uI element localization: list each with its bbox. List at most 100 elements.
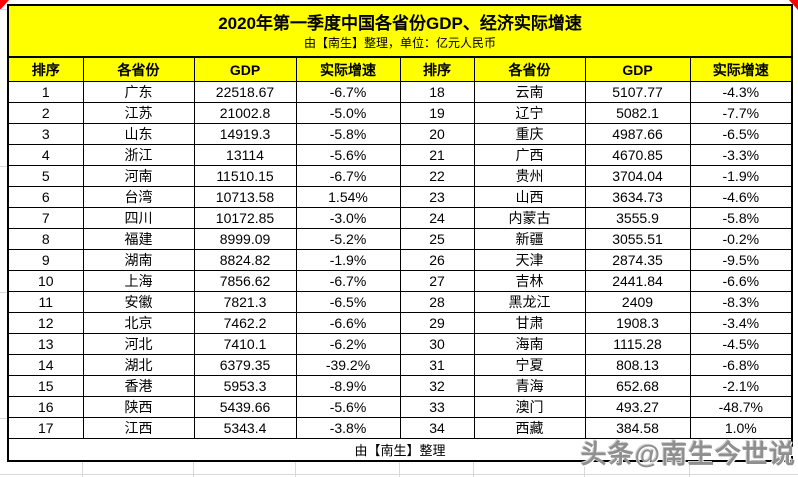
cell-rank: 16 — [7, 396, 84, 418]
cell-growth: -9.5% — [689, 249, 793, 271]
gridline — [473, 462, 474, 477]
cell-rank: 2 — [7, 102, 84, 124]
gridline — [193, 462, 194, 477]
cell-rank: 23 — [399, 186, 475, 208]
cell-gdp: 652.68 — [584, 375, 691, 397]
cell-rank: 3 — [7, 123, 84, 145]
cell-province: 天津 — [473, 249, 586, 271]
cell-gdp: 4987.66 — [584, 123, 691, 145]
cell-gdp: 1908.3 — [584, 312, 691, 334]
cell-growth: -1.9% — [689, 165, 793, 187]
gridline — [82, 462, 83, 477]
table-row: 6 台湾 10713.58 1.54% 23 山西 3634.73 -4.6% — [7, 186, 793, 208]
table-subtitle: 由【南生】整理，单位：亿元人民币 — [304, 36, 497, 50]
cell-growth: -5.6% — [295, 144, 401, 166]
cell-growth: -39.2% — [295, 354, 401, 376]
cell-gdp: 11510.15 — [193, 165, 297, 187]
cell-gdp: 7856.62 — [193, 270, 297, 292]
cell-province: 江苏 — [82, 102, 195, 124]
gridline — [399, 462, 400, 477]
cell-growth: -8.3% — [689, 291, 793, 313]
table-row: 13 河北 7410.1 -6.2% 30 海南 1115.28 -4.5% — [7, 333, 793, 355]
cell-rank: 28 — [399, 291, 475, 313]
cell-rank: 22 — [399, 165, 475, 187]
gridline — [0, 418, 7, 419]
cell-growth: -5.0% — [295, 102, 401, 124]
table-row: 2 江苏 21002.8 -5.0% 19 辽宁 5082.1 -7.7% — [7, 102, 793, 124]
cell-province: 湖北 — [82, 354, 195, 376]
cell-province: 陕西 — [82, 396, 195, 418]
cell-growth: -6.5% — [295, 291, 401, 313]
col-header-province: 各省份 — [473, 56, 586, 82]
cell-rank: 17 — [7, 417, 84, 439]
cell-gdp: 5439.66 — [193, 396, 297, 418]
cell-rank: 9 — [7, 249, 84, 271]
col-header-gdp: GDP — [584, 56, 691, 82]
col-header-growth: 实际增速 — [689, 56, 793, 82]
cell-rank: 20 — [399, 123, 475, 145]
cell-rank: 5 — [7, 165, 84, 187]
gridline — [689, 462, 690, 477]
cell-growth: -4.5% — [689, 333, 793, 355]
cell-province: 上海 — [82, 270, 195, 292]
cell-growth: -5.8% — [689, 207, 793, 229]
cell-growth: 1.54% — [295, 186, 401, 208]
col-header-rank: 排序 — [7, 56, 84, 82]
cell-gdp: 13114 — [193, 144, 297, 166]
cell-province: 河北 — [82, 333, 195, 355]
cell-province: 西藏 — [473, 417, 586, 439]
cell-province: 贵州 — [473, 165, 586, 187]
cell-gdp: 7410.1 — [193, 333, 297, 355]
table-row: 12 北京 7462.2 -6.6% 29 甘肃 1908.3 -3.4% — [7, 312, 793, 334]
cell-gdp: 7462.2 — [193, 312, 297, 334]
cell-rank: 27 — [399, 270, 475, 292]
cell-gdp: 8999.09 — [193, 228, 297, 250]
cell-growth: -6.8% — [689, 354, 793, 376]
cell-rank: 18 — [399, 81, 475, 103]
footer-row: 由【南生】整理 — [7, 438, 793, 462]
red-corner-mark-left — [0, 0, 9, 10]
cell-growth: 1.0% — [689, 417, 793, 439]
cell-rank: 29 — [399, 312, 475, 334]
cell-growth: -6.6% — [295, 312, 401, 334]
title-row: 2020年第一季度中国各省份GDP、经济实际增速 由【南生】整理，单位：亿元人民… — [7, 4, 793, 58]
cell-province: 河南 — [82, 165, 195, 187]
cell-province: 云南 — [473, 81, 586, 103]
cell-province: 甘肃 — [473, 312, 586, 334]
cell-gdp: 22518.67 — [193, 81, 297, 103]
cell-rank: 15 — [7, 375, 84, 397]
cell-rank: 19 — [399, 102, 475, 124]
table-title: 2020年第一季度中国各省份GDP、经济实际增速 — [218, 14, 582, 33]
header-row: 排序 各省份 GDP 实际增速 排序 各省份 GDP 实际增速 — [7, 56, 793, 82]
cell-province: 浙江 — [82, 144, 195, 166]
cell-province: 黑龙江 — [473, 291, 586, 313]
cell-gdp: 21002.8 — [193, 102, 297, 124]
cell-province: 辽宁 — [473, 102, 586, 124]
cell-gdp: 2874.35 — [584, 249, 691, 271]
cell-province: 澳门 — [473, 396, 586, 418]
table-body: 1 广东 22518.67 -6.7% 18 云南 5107.77 -4.3% 2 江苏 21002… — [7, 81, 793, 439]
cell-growth: -8.9% — [295, 375, 401, 397]
table-row: 11 安徽 7821.3 -6.5% 28 黑龙江 2409 -8.3% — [7, 291, 793, 313]
col-header-province: 各省份 — [82, 56, 195, 82]
cell-province: 四川 — [82, 207, 195, 229]
cell-rank: 24 — [399, 207, 475, 229]
cell-growth: -6.7% — [295, 81, 401, 103]
cell-rank: 7 — [7, 207, 84, 229]
cell-rank: 26 — [399, 249, 475, 271]
table-row: 14 湖北 6379.35 -39.2% 31 宁夏 808.13 -6.8% — [7, 354, 793, 376]
cell-province: 青海 — [473, 375, 586, 397]
table-row: 5 河南 11510.15 -6.7% 22 贵州 3704.04 -1.9% — [7, 165, 793, 187]
cell-province: 新疆 — [473, 228, 586, 250]
cell-gdp: 493.27 — [584, 396, 691, 418]
cell-gdp: 3704.04 — [584, 165, 691, 187]
cell-province: 宁夏 — [473, 354, 586, 376]
cell-rank: 8 — [7, 228, 84, 250]
table-row: 9 湖南 8824.82 -1.9% 26 天津 2874.35 -9.5% — [7, 249, 793, 271]
cell-province: 重庆 — [473, 123, 586, 145]
table-row: 1 广东 22518.67 -6.7% 18 云南 5107.77 -4.3% — [7, 81, 793, 103]
gridline — [0, 474, 798, 475]
gridline — [0, 166, 7, 167]
gridline — [295, 462, 296, 477]
cell-growth: -2.1% — [689, 375, 793, 397]
